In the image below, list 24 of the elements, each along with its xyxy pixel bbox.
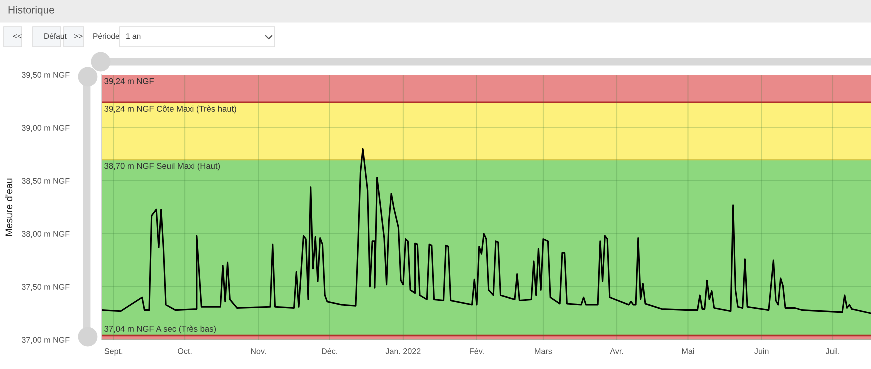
x-tick-label: Nov. — [251, 348, 266, 354]
y-tick-label: 38,50 m NGF — [22, 178, 70, 185]
band-label: 39,24 m NGF Côte Maxi (Très haut) — [104, 106, 236, 114]
y-tick-label: 39,00 m NGF — [22, 125, 70, 132]
x-tick-label: Sept. — [104, 348, 123, 356]
band-label: 37,04 m NGF A sec (Très bas) — [104, 326, 216, 334]
y-tick-label: 37,50 m NGF — [22, 284, 70, 291]
x-tick-label: Juil. — [826, 348, 840, 354]
x-tick-label: Mai — [682, 348, 694, 354]
y-tick-label: 37,00 m NGF — [22, 337, 70, 344]
y-axis-title: Mesure d'eau — [5, 178, 13, 236]
x-tick-label: Fév. — [470, 348, 484, 354]
x-tick-label: Déc. — [322, 348, 338, 354]
band-label: 39,24 m NGF — [104, 78, 154, 86]
x-tick-label: Oct. — [178, 348, 192, 354]
band-label: 38,70 m NGF Seuil Maxi (Haut) — [104, 162, 220, 171]
x-tick-label: Jan. 2022 — [386, 348, 421, 354]
chart-title: Historique — [8, 6, 54, 16]
line-series — [102, 148, 871, 314]
y-tick-label: 38,00 m NGF — [22, 231, 70, 238]
x-tick-label: Juin — [754, 348, 769, 354]
y-tick-label: 39,50 m NGF — [22, 72, 70, 79]
x-tick-label: Avr. — [610, 348, 624, 354]
x-tick-label: Mars — [535, 348, 552, 354]
